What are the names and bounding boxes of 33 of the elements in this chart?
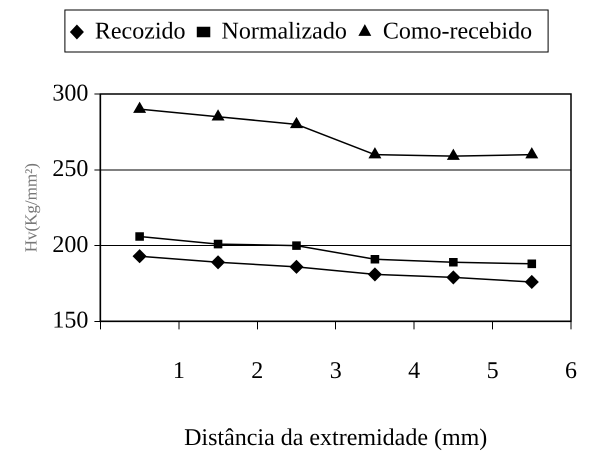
point bbox=[449, 258, 458, 267]
x-tick-label: 1 bbox=[172, 358, 185, 384]
x-tick-label: 2 bbox=[251, 358, 264, 384]
point bbox=[525, 275, 539, 289]
x-tick-label: 6 bbox=[565, 358, 577, 384]
point bbox=[526, 148, 538, 158]
y-tick-label: 200 bbox=[52, 232, 88, 258]
x-axis-title: Distância da extremidade (mm) bbox=[184, 424, 488, 451]
point bbox=[290, 260, 304, 274]
point bbox=[368, 148, 381, 158]
point bbox=[132, 249, 146, 263]
legend-label: Recozido bbox=[94, 18, 186, 44]
y-tick-label: 300 bbox=[52, 80, 88, 106]
point bbox=[528, 260, 536, 268]
x-tick-label: 5 bbox=[486, 358, 499, 384]
point bbox=[135, 232, 144, 241]
point bbox=[446, 270, 460, 284]
y-tick-label: 150 bbox=[52, 308, 88, 334]
point bbox=[214, 240, 222, 248]
point bbox=[368, 268, 382, 282]
point bbox=[370, 254, 380, 264]
y-axis-title: Hv(Kg/mm²) bbox=[22, 163, 41, 252]
point bbox=[212, 110, 224, 120]
point bbox=[211, 256, 225, 270]
legend-label: Normalizado bbox=[222, 18, 347, 44]
legend-label: Como-recebido bbox=[382, 18, 532, 44]
point bbox=[134, 102, 146, 113]
x-tick-label: 3 bbox=[330, 358, 342, 384]
point bbox=[447, 149, 460, 160]
point bbox=[292, 241, 301, 250]
point bbox=[290, 118, 302, 128]
y-tick-label: 250 bbox=[52, 156, 88, 182]
x-tick-label: 4 bbox=[408, 358, 420, 384]
